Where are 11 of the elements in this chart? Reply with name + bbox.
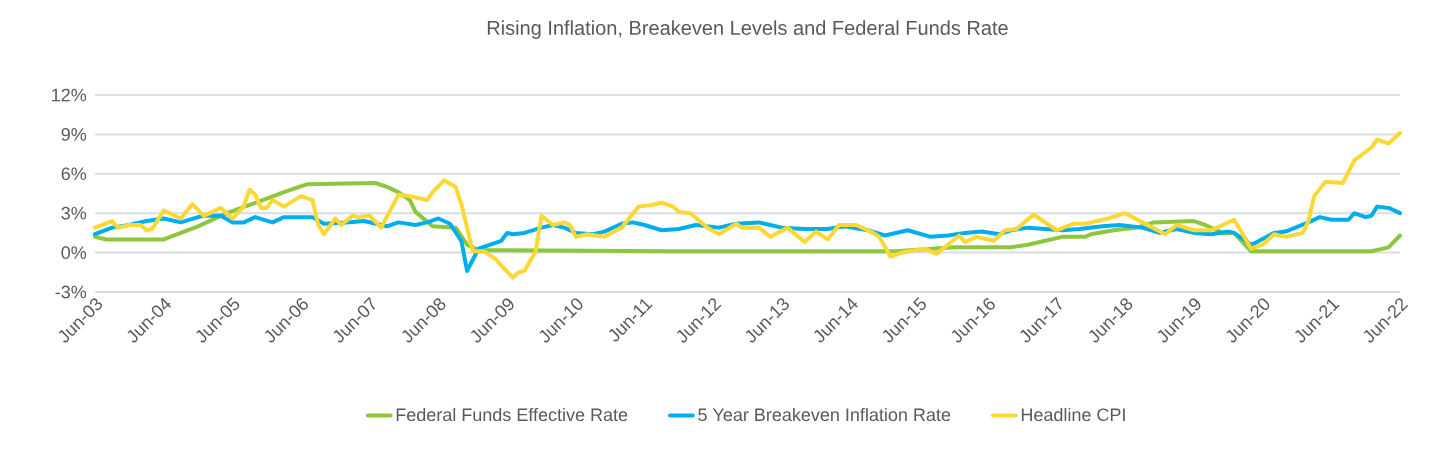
y-tick-label: 9%	[61, 128, 87, 141]
legend-label: Federal Funds Effective Rate	[396, 407, 628, 422]
y-tick-label: 12%	[52, 88, 87, 102]
y-tick-label: -3%	[55, 285, 87, 299]
legend-label: Headline CPI	[1021, 407, 1125, 422]
chart-title: Rising Inflation, Breakeven Levels and Federal Funds Rate	[487, 20, 1008, 39]
y-tick-label: 6%	[61, 167, 87, 181]
legend-label: 5 Year Breakeven Inflation Rate	[698, 407, 951, 422]
y-tick-label: 3%	[61, 206, 87, 220]
y-tick-label: 0%	[61, 246, 87, 259]
line-series	[93, 131, 1402, 280]
